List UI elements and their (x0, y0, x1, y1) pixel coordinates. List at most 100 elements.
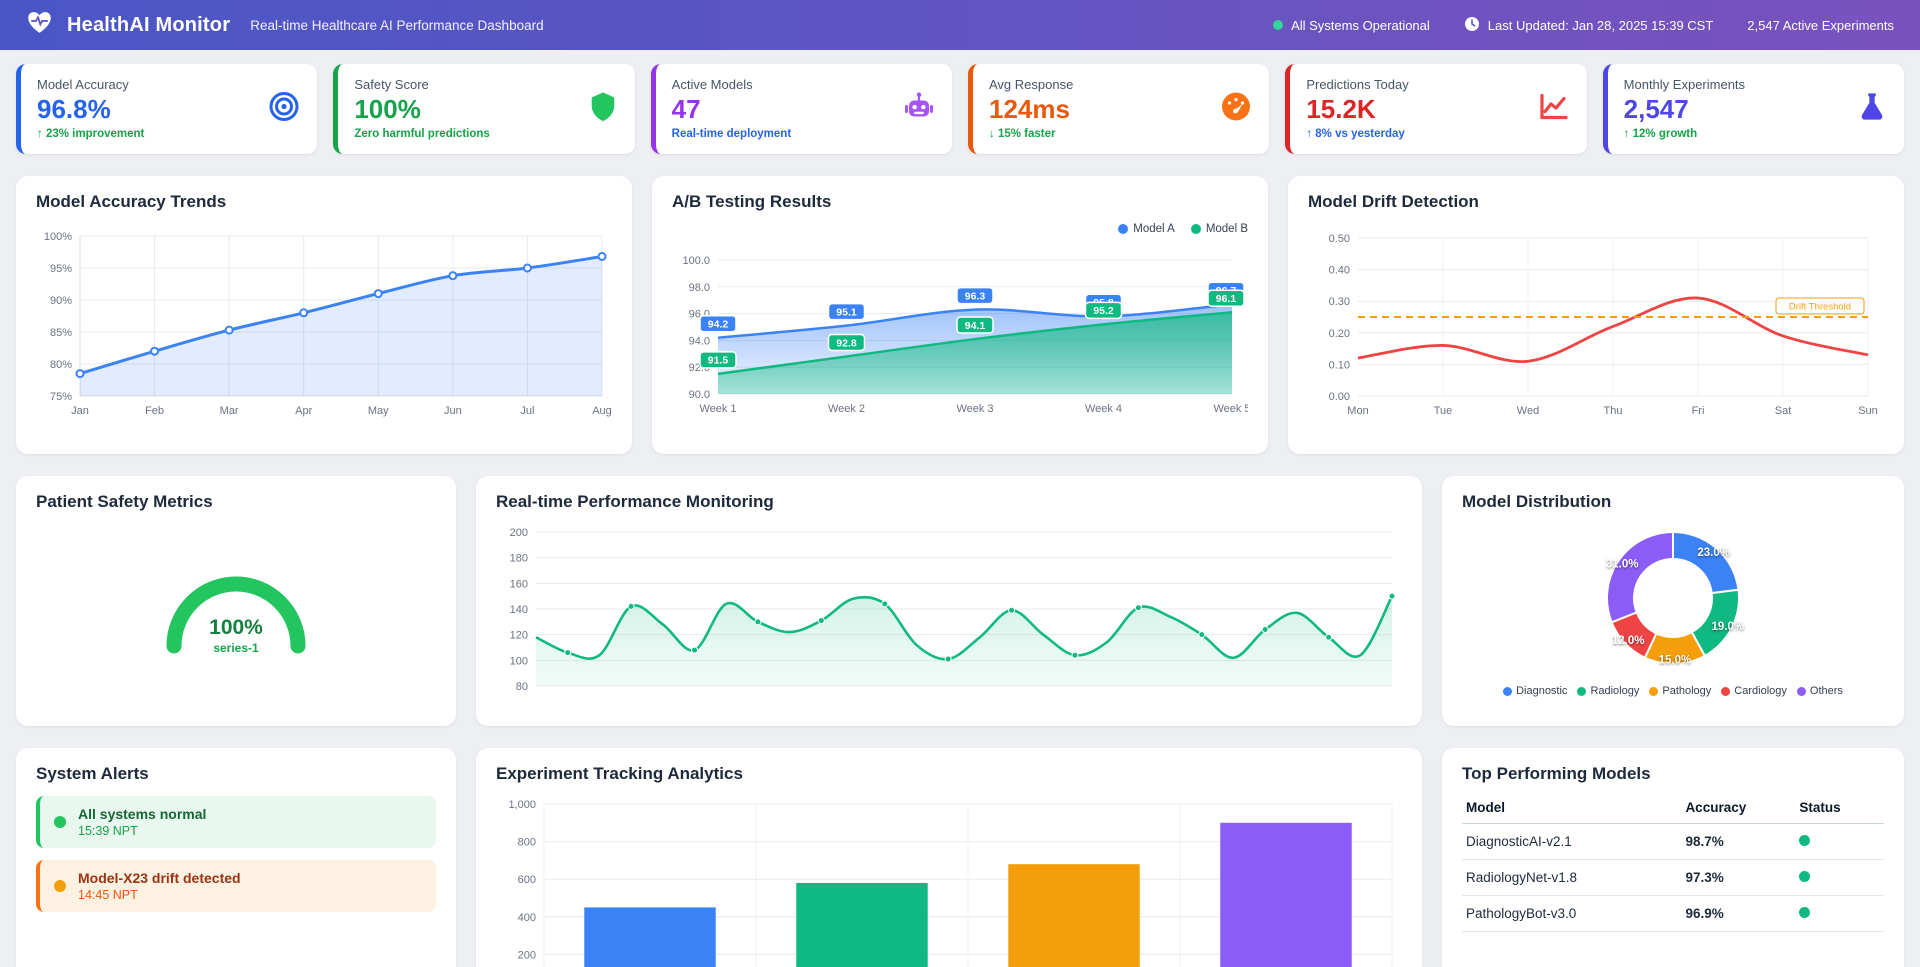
kpi-value: 15.2K (1306, 94, 1376, 124)
svg-text:Jun: Jun (444, 405, 462, 417)
top-bar: HealthAI Monitor Real-time Healthcare AI… (0, 0, 1920, 50)
svg-text:31.0%: 31.0% (1606, 558, 1639, 570)
svg-text:Wed: Wed (1517, 405, 1539, 417)
svg-text:120: 120 (510, 630, 528, 642)
radiology-dot-icon (1577, 686, 1587, 696)
panel-drift: Model Drift Detection 0.00 0.10 0.20 0.30 0.… (1288, 176, 1904, 454)
alert-time: 15:39 NPT (78, 824, 138, 838)
system-status: All Systems Operational (1273, 18, 1430, 33)
panel-title: Patient Safety Metrics (36, 492, 213, 511)
last-updated: Last Updated: Jan 28, 2025 15:39 CST (1464, 16, 1713, 35)
panel-title: A/B Testing Results (672, 192, 832, 211)
kpi-value: 100% (354, 94, 421, 124)
panel-title: Model Accuracy Trends (36, 192, 227, 211)
legend-item-pathology[interactable]: Pathology (1649, 685, 1711, 697)
kpi-change: ↓ 15% faster (989, 128, 1056, 140)
kpi-value: 124ms (989, 94, 1070, 124)
kpi-change: ↑ 12% growth (1623, 128, 1698, 140)
legend-item-diagnostic[interactable]: Diagnostic (1503, 685, 1567, 697)
svg-text:0.00: 0.00 (1329, 391, 1350, 403)
kpi-label: Model Accuracy (37, 77, 129, 92)
legend-item-radiology[interactable]: Radiology (1577, 685, 1639, 697)
alert-time: 14:45 NPT (78, 888, 138, 902)
svg-text:100: 100 (510, 655, 528, 667)
app-title: HealthAI Monitor (67, 13, 231, 36)
kpi-label: Monthly Experiments (1623, 77, 1746, 92)
svg-text:180: 180 (510, 553, 528, 565)
panel-title: Model Drift Detection (1308, 192, 1479, 211)
kpi-label: Predictions Today (1306, 77, 1409, 92)
svg-text:Week 1: Week 1 (699, 403, 736, 415)
model-accuracy: 97.3% (1681, 859, 1796, 896)
table-row: PathologyBot-v3.0 96.9% (1462, 895, 1884, 932)
panel-top-models: Top Performing Models Model Accuracy Sta… (1442, 748, 1904, 967)
model-accuracy: 96.9% (1681, 895, 1796, 932)
svg-text:Week 5: Week 5 (1213, 403, 1248, 415)
shield-icon (587, 90, 619, 129)
target-icon (267, 90, 301, 129)
kpi-card-predictions-today: Predictions Today 15.2K ↑ 8% vs yesterda… (1285, 64, 1587, 154)
panel-experiment-tracking: Experiment Tracking Analytics 200 400 600 8… (476, 748, 1422, 967)
legend-item-others[interactable]: Others (1796, 685, 1843, 697)
warning-dot-icon (54, 880, 66, 892)
svg-text:0.20: 0.20 (1329, 328, 1350, 340)
svg-text:160: 160 (510, 578, 528, 590)
column-header-accuracy: Accuracy (1681, 792, 1796, 824)
svg-text:Week 3: Week 3 (956, 403, 993, 415)
svg-text:85%: 85% (50, 327, 72, 339)
ab-legend: Model A Model B (672, 220, 1248, 238)
svg-text:95%: 95% (50, 263, 72, 275)
svg-text:Apr: Apr (295, 405, 312, 417)
svg-text:15.0%: 15.0% (1659, 654, 1692, 666)
legend-item-model-a[interactable]: Model A (1118, 223, 1175, 235)
alert-message: Model-X23 drift detected (78, 870, 241, 886)
svg-text:90%: 90% (50, 295, 72, 307)
model-name: PathologyBot-v3.0 (1462, 895, 1682, 932)
clock-icon (1464, 16, 1480, 35)
svg-text:Drift Threshold: Drift Threshold (1789, 302, 1851, 313)
svg-text:600: 600 (518, 874, 536, 886)
kpi-card-monthly-experiments: Monthly Experiments 2,547 ↑ 12% growth (1602, 64, 1904, 154)
table-row: RadiologyNet-v1.8 97.3% (1462, 859, 1884, 896)
safety-gauge: 100% series-1 (126, 538, 346, 668)
svg-text:94.1: 94.1 (965, 320, 986, 332)
panel-model-distribution: Model Distribution 23.0% 19.0% 15.0% 12.0% 3… (1442, 476, 1904, 726)
panel-title: Top Performing Models (1462, 764, 1651, 783)
svg-text:19.0%: 19.0% (1711, 621, 1744, 633)
panel-ab-testing: A/B Testing Results Model A Model B 90.0… (652, 176, 1268, 454)
svg-text:0.10: 0.10 (1329, 359, 1350, 371)
legend-item-model-b[interactable]: Model B (1190, 223, 1248, 235)
kpi-change: Real-time deployment (671, 128, 792, 140)
kpi-value: 2,547 (1623, 94, 1689, 124)
panel-accuracy-trends: Model Accuracy Trends 75% 80% 85% 90% 95% 100… (16, 176, 632, 454)
svg-text:Jan: Jan (71, 405, 89, 417)
kpi-value: 96.8% (37, 94, 111, 124)
svg-text:95.1: 95.1 (836, 306, 857, 318)
svg-text:Fri: Fri (1692, 405, 1705, 417)
legend-item-cardiology[interactable]: Cardiology (1721, 685, 1787, 697)
svg-text:Sun: Sun (1858, 405, 1878, 417)
kpi-label: Avg Response (989, 77, 1074, 92)
kpi-label: Safety Score (354, 77, 429, 92)
kpi-card-safety-score: Safety Score 100% Zero harmful predictio… (333, 64, 635, 154)
panel-title: Model Distribution (1462, 492, 1612, 511)
app-subtitle: Real-time Healthcare AI Performance Dash… (250, 17, 544, 33)
svg-text:400: 400 (518, 912, 536, 924)
svg-text:0.50: 0.50 (1329, 233, 1350, 245)
svg-text:Sat: Sat (1775, 405, 1792, 417)
model-name: RadiologyNet-v1.8 (1462, 859, 1682, 896)
cardiology-dot-icon (1721, 686, 1731, 696)
column-header-model: Model (1462, 792, 1682, 824)
status-dot-icon (1273, 20, 1284, 30)
alert-model-drift: Model-X23 drift detected 14:45 NPT (36, 860, 436, 912)
kpi-card-active-models: Active Models 47 Real-time deployment (650, 64, 952, 154)
panel-title: Experiment Tracking Analytics (496, 764, 743, 783)
svg-text:Feb: Feb (145, 405, 164, 417)
model-accuracy: 98.7% (1681, 823, 1796, 860)
kpi-row: Model Accuracy 96.8% ↑ 23% improvement S… (16, 64, 1904, 154)
top-models-table: Model Accuracy Status DiagnosticAI-v2.1 … (1462, 792, 1884, 932)
healthy-status-icon (1799, 871, 1811, 882)
svg-text:200: 200 (518, 949, 536, 961)
svg-text:95.2: 95.2 (1093, 305, 1114, 317)
svg-text:0.40: 0.40 (1329, 265, 1350, 277)
